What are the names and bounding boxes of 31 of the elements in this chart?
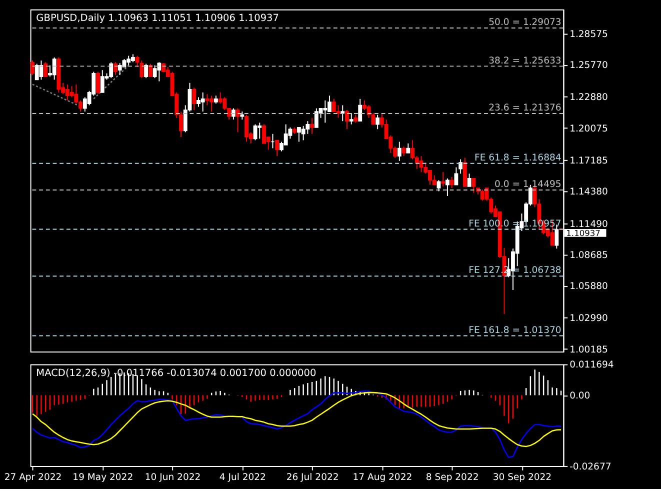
x-tick-label: 27 Apr 2022 bbox=[4, 472, 62, 484]
x-tick-label: 19 May 2022 bbox=[72, 472, 134, 484]
y-tick-label: 1.14380 bbox=[570, 186, 608, 198]
y-tick-label: 1.11490 bbox=[570, 218, 608, 230]
y-tick-label: 1.25770 bbox=[570, 60, 608, 72]
ref-line-label: 23.6 = 1.21376 bbox=[488, 102, 562, 114]
y-tick-label: 1.02990 bbox=[570, 313, 608, 324]
ref-line-label: 0.0 = 1.14495 bbox=[494, 179, 562, 190]
ref-line-label: FE 161.8 = 1.01370 bbox=[468, 324, 562, 336]
y-tick-label: -0.02677 bbox=[570, 461, 612, 472]
y-tick-label: 1.05880 bbox=[570, 281, 608, 292]
y-tick-label: 1.00185 bbox=[570, 344, 608, 356]
chart-title: MACD(12,26,9) -0.011766 -0.013074 0.001700 0.000000 bbox=[36, 368, 316, 380]
ref-line-label: 38.2 = 1.25633 bbox=[488, 55, 562, 66]
y-tick-label: 1.08685 bbox=[570, 250, 608, 261]
y-tick-label: 1.22880 bbox=[570, 92, 608, 104]
y-tick-label: 1.17185 bbox=[570, 155, 608, 166]
x-tick-label: 8 Sep 2022 bbox=[426, 472, 479, 484]
x-tick-label: 4 Jul 2022 bbox=[219, 472, 266, 484]
ref-line-label: FE 61.8 = 1.16884 bbox=[474, 152, 562, 164]
x-tick-label: 30 Sep 2022 bbox=[492, 472, 552, 484]
ref-line-label: 50.0 = 1.29073 bbox=[488, 17, 562, 28]
x-tick-label: 26 Jul 2022 bbox=[286, 472, 339, 484]
x-tick-label: 10 Jun 2022 bbox=[144, 472, 201, 484]
chart-title: GBPUSD,Daily 1.10963 1.11051 1.10906 1.10937 bbox=[36, 13, 279, 24]
x-tick-label: 17 Aug 2022 bbox=[352, 472, 412, 484]
y-tick-label: 0.00 bbox=[570, 390, 590, 402]
text: 1.10937 bbox=[566, 228, 600, 238]
y-tick-label: 1.28575 bbox=[570, 28, 608, 40]
y-tick-label: 0.011694 bbox=[570, 360, 614, 371]
y-tick-label: 1.20075 bbox=[570, 123, 608, 134]
